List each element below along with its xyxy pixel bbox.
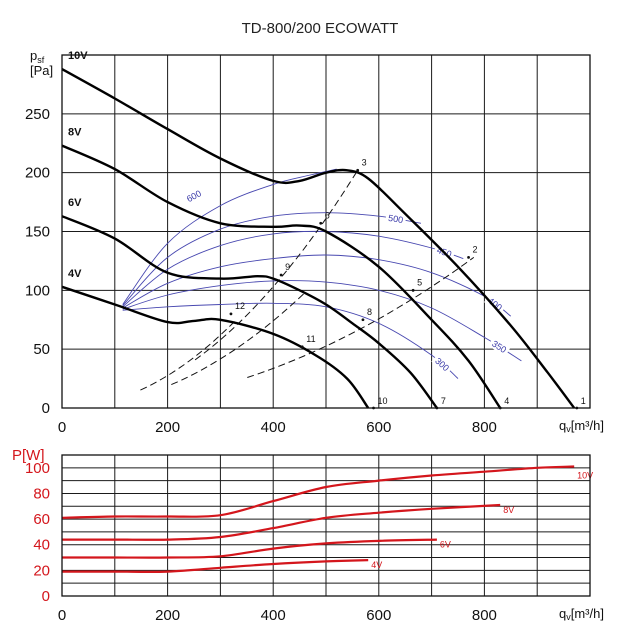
operating-point bbox=[229, 312, 233, 316]
x-tick-label: 600 bbox=[366, 419, 391, 436]
operating-point-label: 9 bbox=[285, 262, 290, 272]
power-y-tick-label: 100 bbox=[25, 460, 50, 477]
pressure-curve-8V bbox=[61, 144, 502, 409]
power-curve-4V bbox=[62, 559, 369, 574]
operating-point bbox=[300, 345, 304, 349]
x-tick-label: 200 bbox=[155, 419, 180, 436]
power-curve-label: 10V bbox=[577, 471, 593, 481]
power-y-tick-label: 40 bbox=[33, 537, 50, 554]
pressure-plot-frame bbox=[61, 54, 591, 409]
y-tick-label: 0 bbox=[42, 400, 50, 417]
isoline-label-bg bbox=[182, 186, 206, 206]
pressure-curve-10V bbox=[61, 68, 576, 409]
operating-point-label: 7 bbox=[441, 396, 446, 406]
x-tick-label: 400 bbox=[261, 419, 286, 436]
y-axis-label-unit: [Pa] bbox=[30, 63, 53, 78]
pressure-curve-label: 8V bbox=[68, 127, 82, 139]
power-y-tick-label: 20 bbox=[33, 562, 50, 579]
power-x-tick-label: 800 bbox=[472, 607, 497, 624]
y-tick-label: 250 bbox=[25, 106, 50, 123]
operating-point-label: 8 bbox=[367, 307, 372, 317]
power-curves: 10V 8V 6V 4V bbox=[61, 465, 593, 574]
y-tick-label: 200 bbox=[25, 165, 50, 182]
isoline-500 bbox=[122, 212, 422, 306]
operating-point-label: 4 bbox=[504, 396, 509, 406]
power-axis-label: P[W] bbox=[12, 447, 45, 464]
pressure-curve-label: 10V bbox=[68, 50, 88, 62]
isoline-600 bbox=[122, 168, 337, 305]
power-x-tick-label: 600 bbox=[366, 607, 391, 624]
operating-point bbox=[319, 221, 323, 225]
operating-point bbox=[356, 168, 360, 172]
system-curve bbox=[140, 319, 237, 391]
isoline-label-bg bbox=[488, 336, 511, 357]
pressure-ticks: 0 200 400 600 800 0 50 100 150 200 250 bbox=[25, 106, 497, 436]
power-y-tick-label: 0 bbox=[42, 588, 50, 605]
operating-point-label: 6 bbox=[325, 210, 330, 220]
power-y-tick-label: 60 bbox=[33, 511, 50, 528]
power-ticks: 0 200 400 600 800 0 20 40 60 80 100 bbox=[25, 460, 497, 624]
power-curve-label: 8V bbox=[503, 505, 514, 515]
pressure-curve-label: 6V bbox=[68, 197, 82, 209]
system-curve bbox=[171, 292, 306, 386]
y-axis-label-main: psf bbox=[30, 48, 45, 65]
system-curve bbox=[194, 170, 359, 361]
power-x-tick-label: 0 bbox=[58, 607, 66, 624]
power-curve-label: 4V bbox=[371, 560, 382, 570]
operating-point-label: 10 bbox=[378, 396, 388, 406]
x-tick-label: 800 bbox=[472, 419, 497, 436]
operating-point-label: 1 bbox=[581, 396, 586, 406]
power-x-axis-label: qv[m³/h] bbox=[559, 606, 604, 622]
operating-point-label: 11 bbox=[306, 334, 315, 344]
y-tick-label: 100 bbox=[25, 282, 50, 299]
power-grid bbox=[62, 455, 590, 596]
isoline-300 bbox=[122, 302, 459, 379]
x-axis-label: qv[m³/h] bbox=[559, 418, 604, 434]
power-curve-6V bbox=[62, 538, 437, 559]
power-y-tick-label: 80 bbox=[33, 485, 50, 502]
power-x-tick-label: 200 bbox=[155, 607, 180, 624]
operating-point-label: 12 bbox=[235, 301, 245, 311]
isoline-400 bbox=[122, 254, 512, 317]
isoline-label-bg bbox=[431, 353, 454, 375]
operating-point bbox=[361, 318, 365, 322]
chart-title: TD-800/200 ECOWATT bbox=[242, 20, 399, 37]
operating-point-label: 5 bbox=[417, 277, 422, 287]
power-curve-8V bbox=[62, 503, 501, 541]
isoline-450 bbox=[122, 230, 464, 308]
power-curve-10V bbox=[61, 465, 575, 519]
operating-point bbox=[467, 255, 470, 259]
isoline-350 bbox=[122, 280, 522, 362]
x-tick-label: 0 bbox=[58, 419, 66, 436]
pressure-curve-4V bbox=[61, 285, 370, 409]
pressure-curves: 10V 8V 6V 4V bbox=[61, 50, 576, 409]
pressure-curve-label: 4V bbox=[68, 268, 82, 280]
operating-point bbox=[279, 273, 283, 277]
isoline-label: 500 bbox=[387, 213, 403, 225]
pressure-curve-6V bbox=[61, 215, 438, 409]
operating-point-label: 3 bbox=[362, 157, 367, 167]
isoline-label-bg bbox=[483, 293, 507, 315]
operating-point-label: 2 bbox=[473, 244, 478, 254]
power-curve-label: 6V bbox=[440, 540, 451, 550]
operating-point bbox=[411, 288, 415, 292]
y-tick-label: 50 bbox=[33, 341, 50, 358]
power-plot-frame bbox=[61, 454, 591, 597]
power-x-tick-label: 400 bbox=[261, 607, 286, 624]
y-tick-label: 150 bbox=[25, 224, 50, 241]
power-chart: 10V 8V 6V 4V 0 200 400 600 800 0 20 40 60 80 100 P[W]… bbox=[12, 447, 604, 624]
isoline-label-bg bbox=[385, 211, 407, 226]
